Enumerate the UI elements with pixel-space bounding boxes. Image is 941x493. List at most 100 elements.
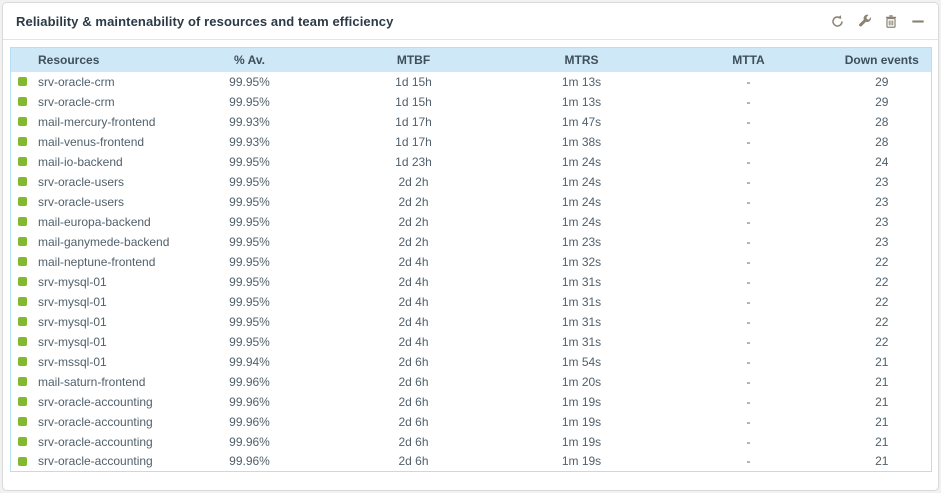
down-events-cell: 21 (832, 451, 932, 472)
availability-cell: 99.96% (170, 411, 329, 432)
mtrs-cell: 1m 24s (498, 191, 665, 212)
availability-cell: 99.96% (170, 431, 329, 452)
mtbf-cell: 1d 15h (328, 91, 499, 112)
availability-cell: 99.96% (170, 451, 329, 472)
availability-cell: 99.95% (170, 311, 329, 332)
mtrs-cell: 1m 19s (498, 411, 665, 432)
resource-cell: srv-mysql-01 (10, 311, 171, 332)
mtbf-cell: 2d 2h (328, 171, 499, 192)
mtbf-cell: 1d 23h (328, 151, 499, 172)
table-row: mail-neptune-frontend 99.95% 2d 4h 1m 32… (10, 251, 932, 272)
status-ok-indicator (18, 257, 27, 266)
table-row: mail-saturn-frontend 99.96% 2d 6h 1m 20s… (10, 371, 932, 392)
status-ok-indicator (18, 417, 27, 426)
mtrs-cell: 1m 54s (498, 351, 665, 372)
column-header-down-events: Down events (832, 47, 932, 72)
mtta-cell: - (664, 271, 833, 292)
configure-button[interactable] (856, 13, 872, 29)
resource-cell: srv-oracle-accounting (10, 431, 171, 452)
status-ok-indicator (18, 337, 27, 346)
status-ok-indicator (18, 97, 27, 106)
mtta-cell: - (664, 191, 833, 212)
mtbf-cell: 2d 4h (328, 331, 499, 352)
down-events-cell: 21 (832, 391, 932, 412)
table-row: srv-oracle-accounting 99.96% 2d 6h 1m 19… (10, 431, 932, 452)
resource-name: mail-venus-frontend (38, 134, 145, 149)
table-row: mail-venus-frontend 99.93% 1d 17h 1m 38s… (10, 131, 932, 152)
reliability-table: Resources % Av. MTBF MTRS MTTA Down even… (10, 47, 932, 472)
resource-cell: mail-europa-backend (10, 211, 171, 232)
status-ok-indicator (18, 317, 27, 326)
mtta-cell: - (664, 371, 833, 392)
resource-cell: srv-oracle-crm (10, 91, 171, 112)
table-row: srv-mysql-01 99.95% 2d 4h 1m 31s - 22 (10, 331, 932, 352)
table-row: srv-oracle-users 99.95% 2d 2h 1m 24s - 2… (10, 191, 932, 212)
table-header: Resources % Av. MTBF MTRS MTTA Down even… (10, 47, 932, 72)
column-header-mtbf: MTBF (328, 47, 499, 72)
table-row: srv-mysql-01 99.95% 2d 4h 1m 31s - 22 (10, 311, 932, 332)
mtrs-cell: 1m 31s (498, 331, 665, 352)
down-events-cell: 22 (832, 251, 932, 272)
availability-cell: 99.95% (170, 271, 329, 292)
resource-name: mail-mercury-frontend (38, 114, 156, 129)
resource-name: mail-neptune-frontend (38, 254, 156, 269)
mtta-cell: - (664, 131, 833, 152)
resource-cell: srv-oracle-accounting (10, 391, 171, 412)
column-header-availability: % Av. (170, 47, 329, 72)
resource-name: srv-mysql-01 (38, 294, 107, 309)
mtbf-cell: 1d 15h (328, 71, 499, 92)
mtrs-cell: 1m 31s (498, 291, 665, 312)
down-events-cell: 21 (832, 431, 932, 452)
mtbf-cell: 2d 6h (328, 411, 499, 432)
resource-cell: srv-oracle-accounting (10, 411, 171, 432)
mtta-cell: - (664, 451, 833, 472)
mtta-cell: - (664, 111, 833, 132)
availability-cell: 99.95% (170, 191, 329, 212)
delete-button[interactable] (883, 13, 899, 29)
resource-name: srv-oracle-accounting (38, 434, 153, 449)
resource-cell: mail-ganymede-backend (10, 231, 171, 252)
report-table-wrap: Resources % Av. MTBF MTRS MTTA Down even… (10, 47, 932, 472)
resource-cell: srv-mysql-01 (10, 291, 171, 312)
availability-cell: 99.96% (170, 391, 329, 412)
status-ok-indicator (18, 177, 27, 186)
status-ok-indicator (18, 437, 27, 446)
down-events-cell: 24 (832, 151, 932, 172)
availability-cell: 99.95% (170, 91, 329, 112)
status-ok-indicator (18, 277, 27, 286)
mtta-cell: - (664, 211, 833, 232)
table-row: mail-europa-backend 99.95% 2d 2h 1m 24s … (10, 211, 932, 232)
mtbf-cell: 2d 4h (328, 291, 499, 312)
mtbf-cell: 2d 2h (328, 191, 499, 212)
resource-cell: mail-mercury-frontend (10, 111, 171, 132)
minimize-button[interactable] (910, 13, 926, 29)
status-ok-indicator (18, 297, 27, 306)
resource-name: mail-io-backend (38, 154, 123, 169)
mtrs-cell: 1m 38s (498, 131, 665, 152)
mtbf-cell: 1d 17h (328, 111, 499, 132)
mtrs-cell: 1m 47s (498, 111, 665, 132)
resource-name: srv-mssql-01 (38, 354, 107, 369)
status-ok-indicator (18, 157, 27, 166)
mtbf-cell: 2d 6h (328, 451, 499, 472)
mtrs-cell: 1m 23s (498, 231, 665, 252)
resource-name: srv-oracle-crm (38, 74, 115, 89)
mtbf-cell: 2d 4h (328, 251, 499, 272)
refresh-button[interactable] (829, 13, 845, 29)
mtta-cell: - (664, 311, 833, 332)
status-ok-indicator (18, 397, 27, 406)
table-row: srv-mssql-01 99.94% 2d 6h 1m 54s - 21 (10, 351, 932, 372)
availability-cell: 99.95% (170, 151, 329, 172)
table-row: srv-mysql-01 99.95% 2d 4h 1m 31s - 22 (10, 271, 932, 292)
table-row: srv-oracle-users 99.95% 2d 2h 1m 24s - 2… (10, 171, 932, 192)
resource-cell: srv-mssql-01 (10, 351, 171, 372)
status-ok-indicator (18, 217, 27, 226)
resource-cell: mail-io-backend (10, 151, 171, 172)
resource-cell: mail-saturn-frontend (10, 371, 171, 392)
status-ok-indicator (18, 137, 27, 146)
resource-name: mail-saturn-frontend (38, 374, 146, 389)
down-events-cell: 21 (832, 371, 932, 392)
down-events-cell: 22 (832, 291, 932, 312)
down-events-cell: 28 (832, 111, 932, 132)
